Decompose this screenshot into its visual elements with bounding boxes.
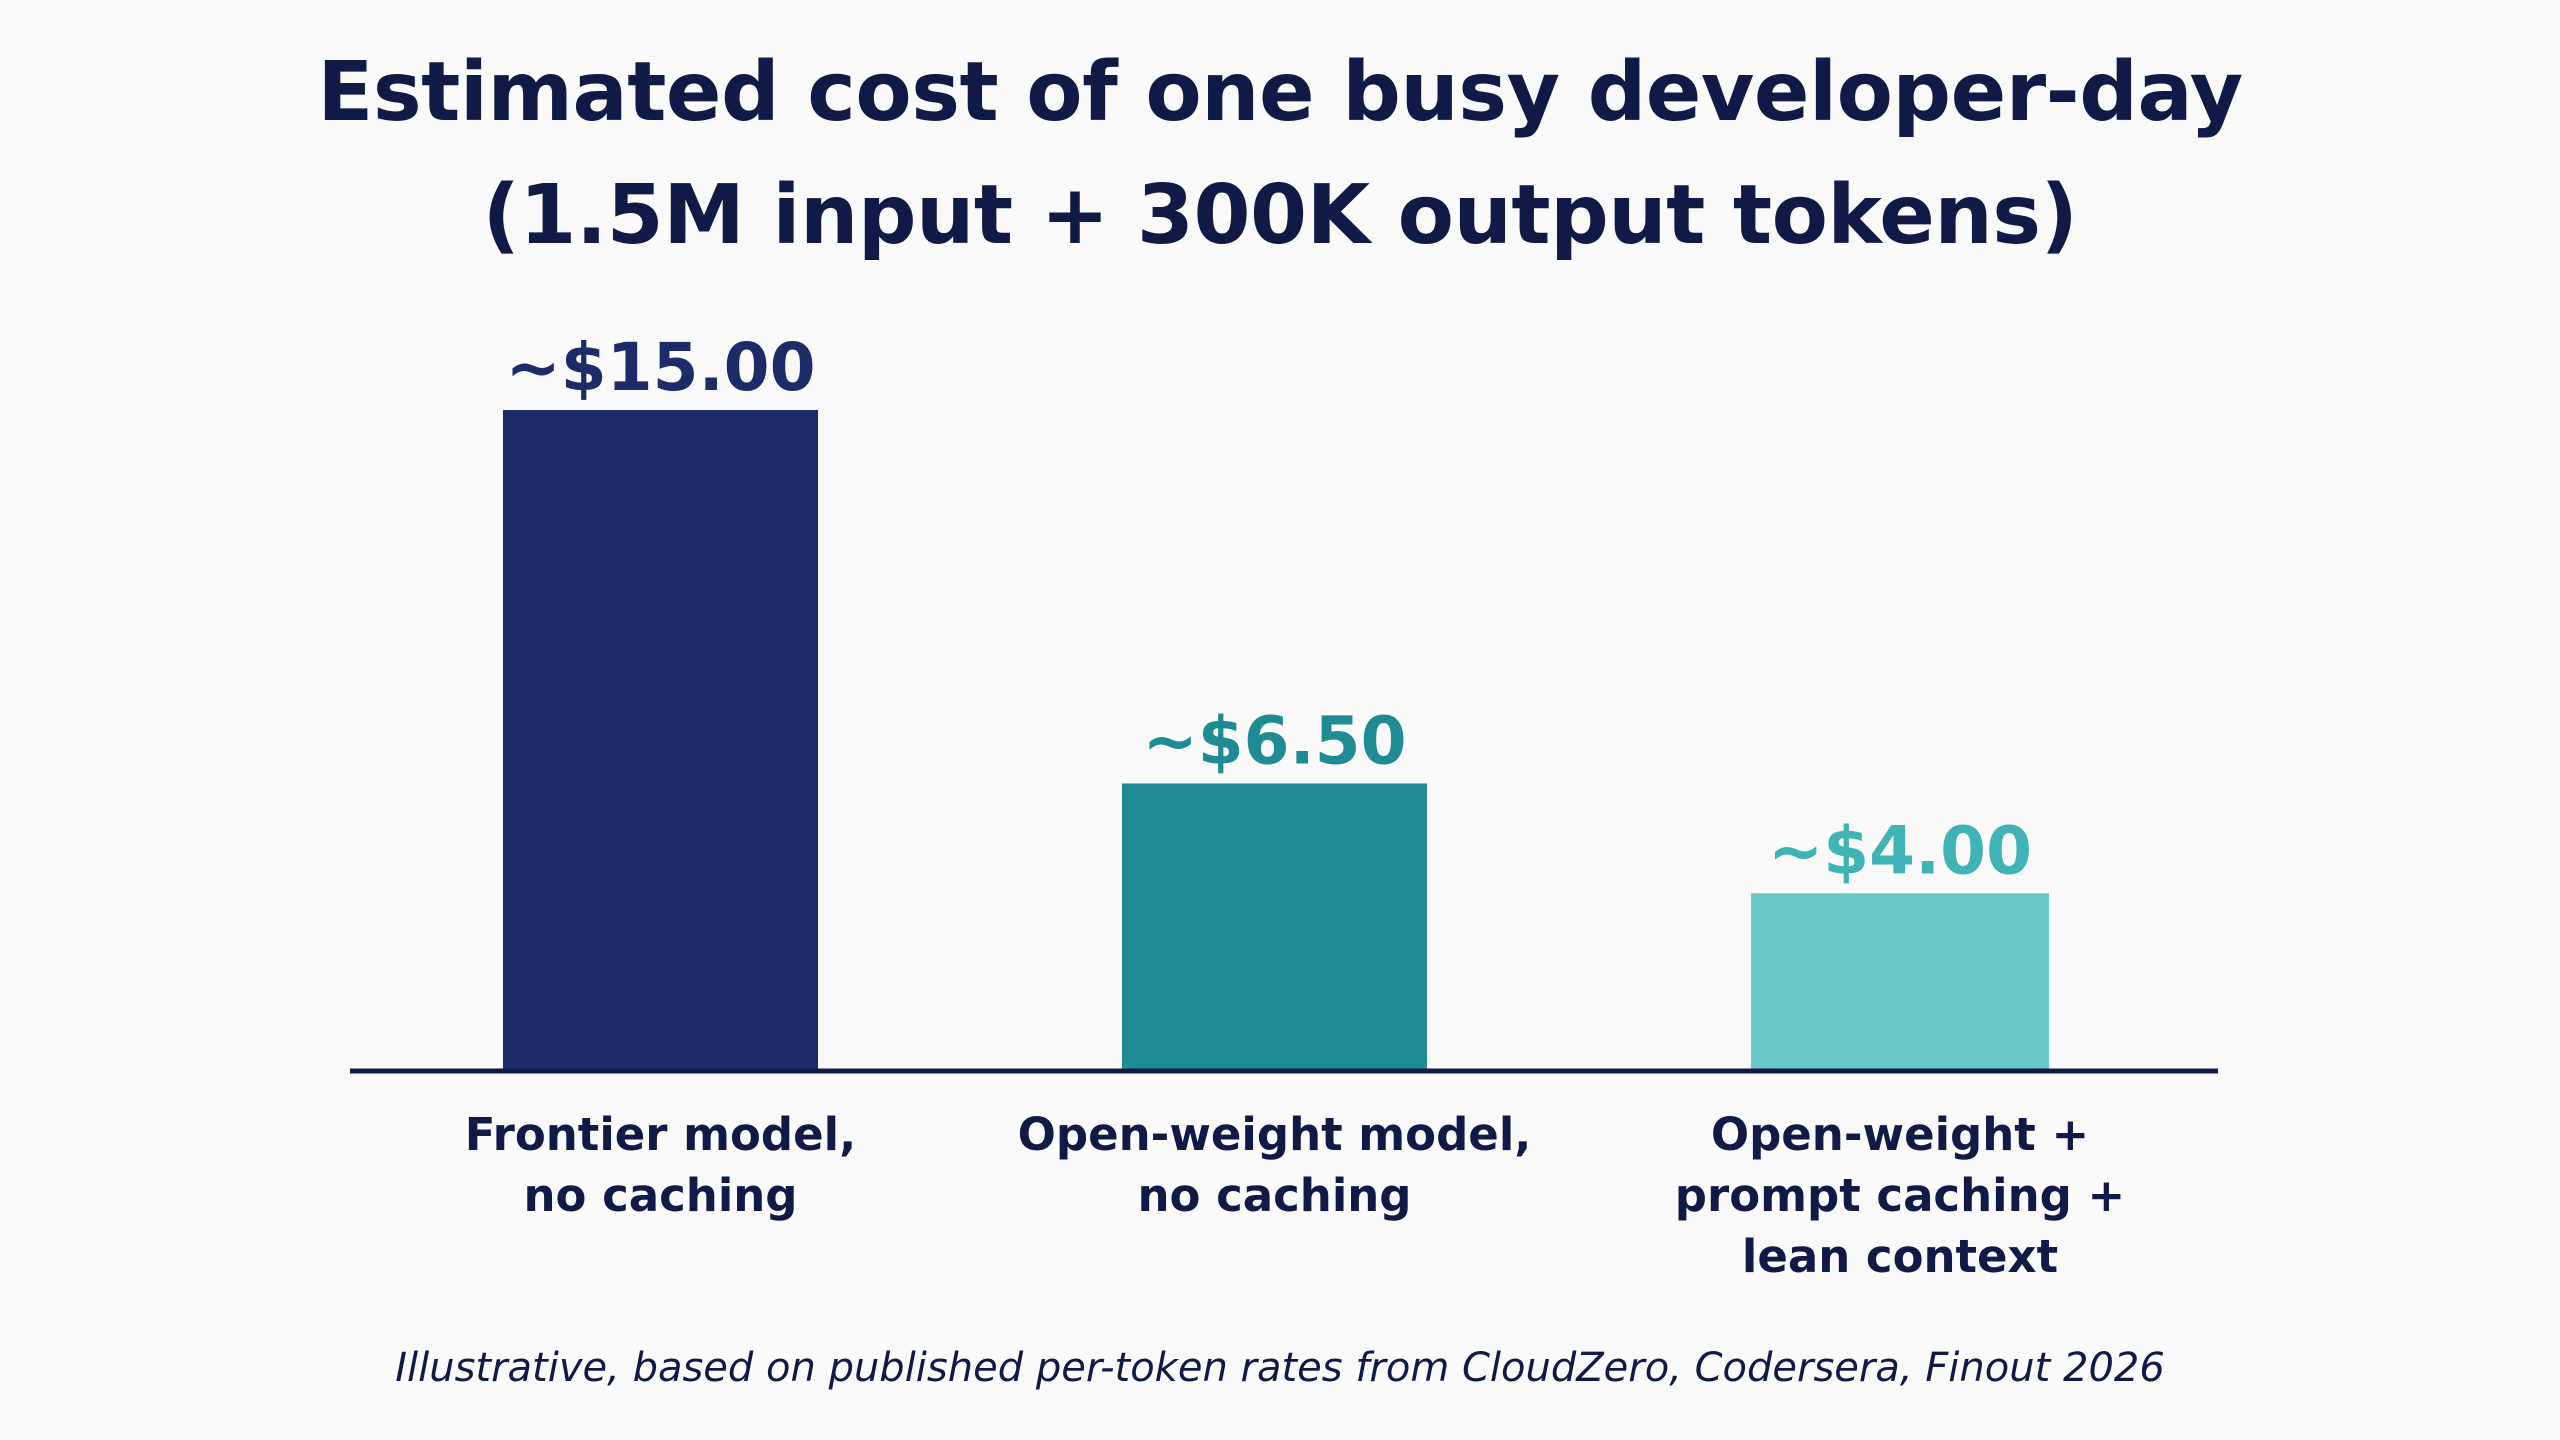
category-label-1-line-2: no caching: [523, 1169, 797, 1222]
data-label-3: ~$4.00: [1768, 812, 2032, 889]
bar-3: [1751, 893, 2049, 1069]
bar-2: [1122, 783, 1427, 1069]
category-label-3-line-1: Open-weight +: [1711, 1108, 2089, 1161]
category-label-3-line-2: prompt caching +: [1675, 1169, 2125, 1222]
chart-title-line-2: (1.5M input + 300K output tokens): [482, 168, 2078, 263]
data-label-2: ~$6.50: [1142, 702, 1406, 779]
category-label-2-line-2: no caching: [1137, 1169, 1411, 1222]
chart-title-line-1: Estimated cost of one busy developer-day: [317, 45, 2243, 140]
labels-layer: ~$15.00 Frontier model, no caching ~$6.50 Op…: [465, 329, 2125, 1283]
bars-layer: [503, 410, 2049, 1069]
category-label-2-line-1: Open-weight model,: [1018, 1108, 1532, 1161]
source-footnote: Illustrative, based on published per-tok…: [395, 1345, 2165, 1391]
data-label-1: ~$15.00: [506, 329, 816, 406]
bar-1: [503, 410, 818, 1069]
category-label-3-line-3: lean context: [1742, 1230, 2058, 1283]
category-label-1-line-1: Frontier model,: [465, 1108, 856, 1161]
